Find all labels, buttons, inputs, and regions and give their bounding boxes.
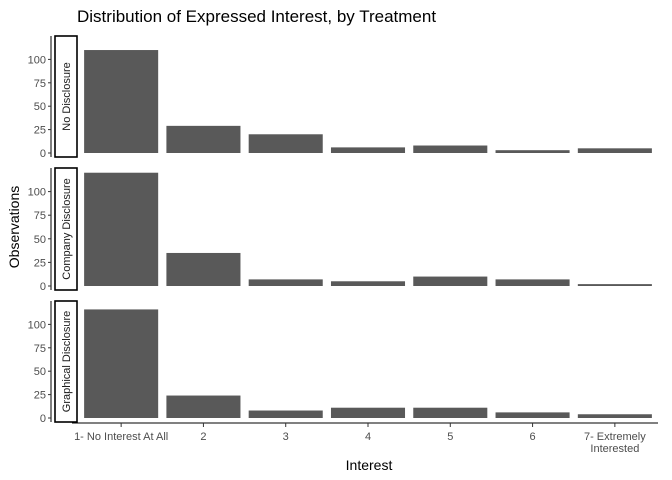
x-tick-label: 4 xyxy=(365,431,371,443)
facet-strip-label: Graphical Disclosure xyxy=(61,311,73,412)
bar xyxy=(577,284,652,286)
chart-title: Distribution of Expressed Interest, by T… xyxy=(77,7,436,26)
y-tick-label: 25 xyxy=(34,125,46,137)
bar xyxy=(248,134,323,153)
y-tick-label: 0 xyxy=(40,413,46,425)
y-tick-label: 100 xyxy=(28,319,46,331)
facet-panel: Graphical Disclosure 0 25 50 75 100 xyxy=(28,300,652,425)
bar xyxy=(330,407,406,418)
bar xyxy=(577,414,652,418)
y-tick-label: 0 xyxy=(40,281,46,293)
bar xyxy=(84,309,159,418)
bar xyxy=(166,252,241,286)
bar xyxy=(413,407,488,418)
bar xyxy=(248,279,323,286)
y-tick-label: 50 xyxy=(34,234,46,246)
facet-strip xyxy=(54,167,78,291)
bar xyxy=(166,125,241,153)
bar xyxy=(577,148,652,153)
x-tick-label: 1- No Interest At All xyxy=(74,431,168,443)
y-tick-label: 100 xyxy=(28,54,46,66)
x-tick-label: 2 xyxy=(200,431,206,443)
y-tick-label: 75 xyxy=(34,343,46,355)
x-tick-label: 7- Extremely Interested xyxy=(584,431,646,455)
y-tick-label: 0 xyxy=(40,148,46,160)
y-tick-label: 75 xyxy=(34,78,46,90)
bar xyxy=(166,395,241,418)
bar xyxy=(495,412,570,418)
y-axis-title: Observations xyxy=(6,186,22,268)
facet-strip xyxy=(54,300,78,423)
bar xyxy=(495,279,570,286)
y-tick-label: 75 xyxy=(34,210,46,222)
x-axis-title: Interest xyxy=(346,457,393,473)
y-tick-label: 50 xyxy=(34,366,46,378)
facet-panel: No Disclosure 0 25 50 75 100 xyxy=(28,35,652,160)
x-tick-label: 6 xyxy=(530,431,536,443)
y-tick-label: 25 xyxy=(34,390,46,402)
y-tick-label: 100 xyxy=(28,187,46,199)
x-tick-label: 3 xyxy=(283,431,289,443)
y-tick-label: 50 xyxy=(34,101,46,113)
bar xyxy=(84,50,159,153)
bar xyxy=(84,172,159,286)
facet-strip-label: No Disclosure xyxy=(61,62,73,130)
y-tick-label: 25 xyxy=(34,257,46,269)
x-tick-label: 5 xyxy=(447,431,453,443)
bar xyxy=(330,281,406,286)
bar xyxy=(413,145,488,153)
facet-strip xyxy=(54,35,78,158)
bar xyxy=(495,150,570,153)
bar xyxy=(330,147,406,153)
facet-panel: Company Disclosure 0 25 50 75 100 xyxy=(28,167,652,293)
x-axis: 1- No Interest At All 2 3 4 5 6 7- Extremely In… xyxy=(72,422,658,455)
bar xyxy=(413,276,488,286)
facet-strip-label: Company Disclosure xyxy=(61,178,73,279)
bar xyxy=(248,410,323,418)
